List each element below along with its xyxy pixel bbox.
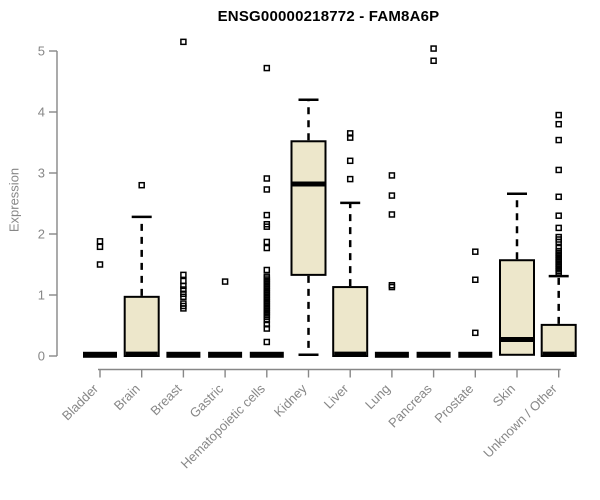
outlier-point bbox=[180, 277, 187, 285]
outlier-point bbox=[388, 281, 396, 289]
x-tick-label: Liver bbox=[321, 381, 352, 412]
outlier-point bbox=[555, 224, 562, 232]
outlier-point bbox=[472, 329, 479, 337]
outlier-point bbox=[263, 211, 271, 219]
y-tick-label: 5 bbox=[38, 44, 45, 59]
y-tick-label: 2 bbox=[38, 227, 45, 242]
outlier-point bbox=[263, 266, 271, 274]
y-tick-label: 3 bbox=[38, 166, 45, 181]
outlier-point bbox=[221, 278, 229, 285]
outlier-point bbox=[555, 212, 562, 219]
outlier-point bbox=[555, 166, 562, 174]
y-tick-label: 1 bbox=[38, 288, 45, 303]
outlier-point bbox=[96, 238, 104, 245]
outlier-point bbox=[388, 172, 396, 179]
outlier-point bbox=[555, 136, 562, 144]
y-tick-label: 4 bbox=[38, 105, 45, 120]
x-tick-label: Pancreas bbox=[385, 381, 435, 431]
outlier-point bbox=[263, 273, 271, 280]
outlier-point bbox=[555, 244, 562, 252]
x-tick-label: Brain bbox=[111, 381, 143, 413]
outlier-point bbox=[263, 338, 271, 346]
outlier-point bbox=[555, 193, 562, 201]
outlier-point bbox=[388, 192, 396, 199]
outlier-point bbox=[263, 244, 271, 252]
outlier-point bbox=[180, 38, 187, 46]
box bbox=[123, 295, 160, 357]
outlier-point bbox=[263, 186, 271, 193]
outlier-point bbox=[263, 238, 271, 246]
x-tick-label: Unknown / Other bbox=[480, 381, 560, 461]
flat-box bbox=[374, 351, 409, 358]
x-tick-label: Prostate bbox=[432, 381, 477, 426]
x-tick-label: Skin bbox=[490, 381, 518, 409]
y-tick-label: 0 bbox=[38, 349, 45, 364]
outlier-point bbox=[346, 130, 354, 137]
x-tick-label: Gastric bbox=[187, 381, 227, 421]
outlier-point bbox=[138, 181, 145, 189]
x-tick-label: Kidney bbox=[271, 381, 310, 420]
outlier-point bbox=[472, 248, 479, 255]
flat-box bbox=[208, 351, 243, 358]
outlier-point bbox=[555, 233, 562, 241]
outlier-point bbox=[180, 286, 187, 293]
flat-box bbox=[83, 351, 117, 358]
outlier-point bbox=[180, 300, 187, 307]
x-tick-label: Bladder bbox=[59, 381, 102, 424]
outlier-point bbox=[263, 220, 271, 228]
flat-box bbox=[458, 351, 493, 358]
box bbox=[290, 140, 327, 276]
outlier-point bbox=[555, 111, 562, 119]
outlier-point bbox=[346, 175, 354, 183]
outlier-point bbox=[263, 175, 271, 182]
box bbox=[332, 286, 369, 358]
outlier-point bbox=[430, 45, 437, 52]
x-tick-label: Breast bbox=[147, 381, 184, 418]
outlier-point bbox=[180, 271, 187, 279]
outlier-point bbox=[96, 261, 104, 268]
x-tick-label: Lung bbox=[362, 381, 393, 412]
chart-title: ENSG00000218772 - FAM8A6P bbox=[217, 8, 440, 25]
outlier-point bbox=[472, 276, 479, 283]
flat-box bbox=[416, 351, 451, 358]
outlier-point bbox=[388, 211, 396, 218]
box bbox=[540, 323, 577, 358]
outlier-point bbox=[346, 157, 354, 165]
outlier-point bbox=[555, 120, 562, 128]
outlier-point bbox=[430, 57, 437, 65]
outlier-point bbox=[96, 243, 104, 251]
flat-box bbox=[166, 351, 201, 358]
outlier-point bbox=[263, 64, 271, 72]
flat-box bbox=[249, 351, 284, 358]
